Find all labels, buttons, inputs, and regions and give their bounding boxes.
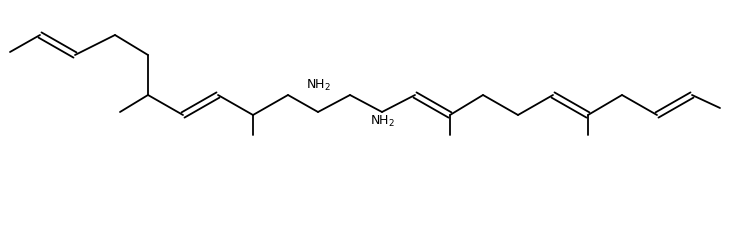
Text: NH$_2$: NH$_2$ <box>369 114 394 129</box>
Text: NH$_2$: NH$_2$ <box>306 78 331 93</box>
